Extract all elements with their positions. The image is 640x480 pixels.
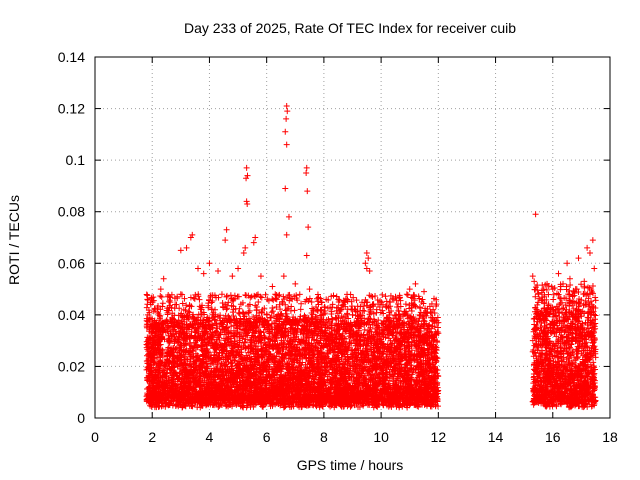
data-point	[297, 329, 304, 336]
data-point	[432, 359, 439, 366]
data-point	[230, 313, 237, 320]
data-point	[241, 338, 248, 345]
chart-title: Day 233 of 2025, Rate Of TEC Index for r…	[184, 20, 516, 36]
data-point	[357, 342, 364, 349]
data-point	[216, 337, 223, 344]
data-point	[196, 355, 203, 362]
data-point	[347, 333, 354, 340]
data-point	[251, 340, 258, 347]
data-point	[364, 348, 371, 355]
data-point	[215, 403, 222, 410]
data-point	[419, 376, 426, 383]
data-point	[361, 326, 368, 333]
data-point	[280, 362, 287, 369]
grid	[95, 57, 610, 418]
data-point	[270, 360, 277, 367]
data-points	[143, 102, 599, 411]
